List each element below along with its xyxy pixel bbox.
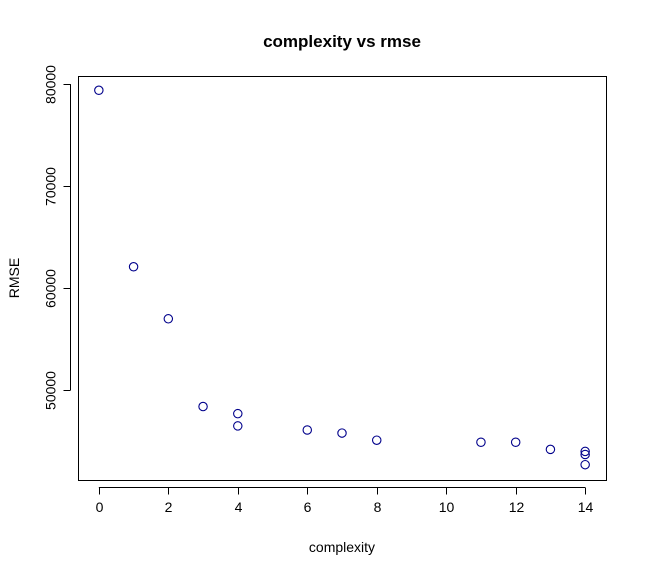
- x-tick-label: 8: [374, 499, 382, 515]
- x-tick-label: 12: [509, 499, 525, 515]
- data-point: [580, 449, 590, 460]
- x-tick-label: 6: [304, 499, 312, 515]
- data-point: [371, 435, 382, 445]
- data-points: [94, 85, 590, 470]
- data-point: [198, 401, 208, 412]
- data-point: [302, 425, 313, 435]
- x-axis: 0 2 4 6 8 10 12 14: [96, 487, 594, 515]
- y-axis-label: RMSE: [6, 258, 22, 298]
- y-tick-label: 60000: [43, 269, 59, 308]
- y-tick-label: 50000: [43, 371, 59, 410]
- data-point: [233, 421, 243, 431]
- x-tick-label: 14: [578, 499, 594, 515]
- y-tick-label: 70000: [43, 167, 59, 206]
- y-tick-label: 80000: [43, 65, 59, 104]
- plot-area-frame: [78, 76, 607, 481]
- data-point: [94, 85, 104, 96]
- x-tick-label: 2: [165, 499, 173, 515]
- x-tick-label: 10: [439, 499, 455, 515]
- data-point: [476, 437, 486, 448]
- data-point: [128, 262, 139, 272]
- data-point: [580, 459, 590, 470]
- data-point: [233, 408, 243, 419]
- x-tick-label: 4: [235, 499, 243, 515]
- chart-title: complexity vs rmse: [263, 32, 421, 51]
- data-point: [337, 428, 347, 438]
- data-point: [545, 444, 556, 455]
- y-axis: 50000 60000 70000 80000: [43, 65, 71, 410]
- x-axis-label: complexity: [309, 539, 375, 555]
- data-point: [510, 437, 521, 448]
- x-tick-label: 0: [96, 499, 104, 515]
- data-point: [580, 446, 590, 457]
- data-point: [163, 314, 174, 324]
